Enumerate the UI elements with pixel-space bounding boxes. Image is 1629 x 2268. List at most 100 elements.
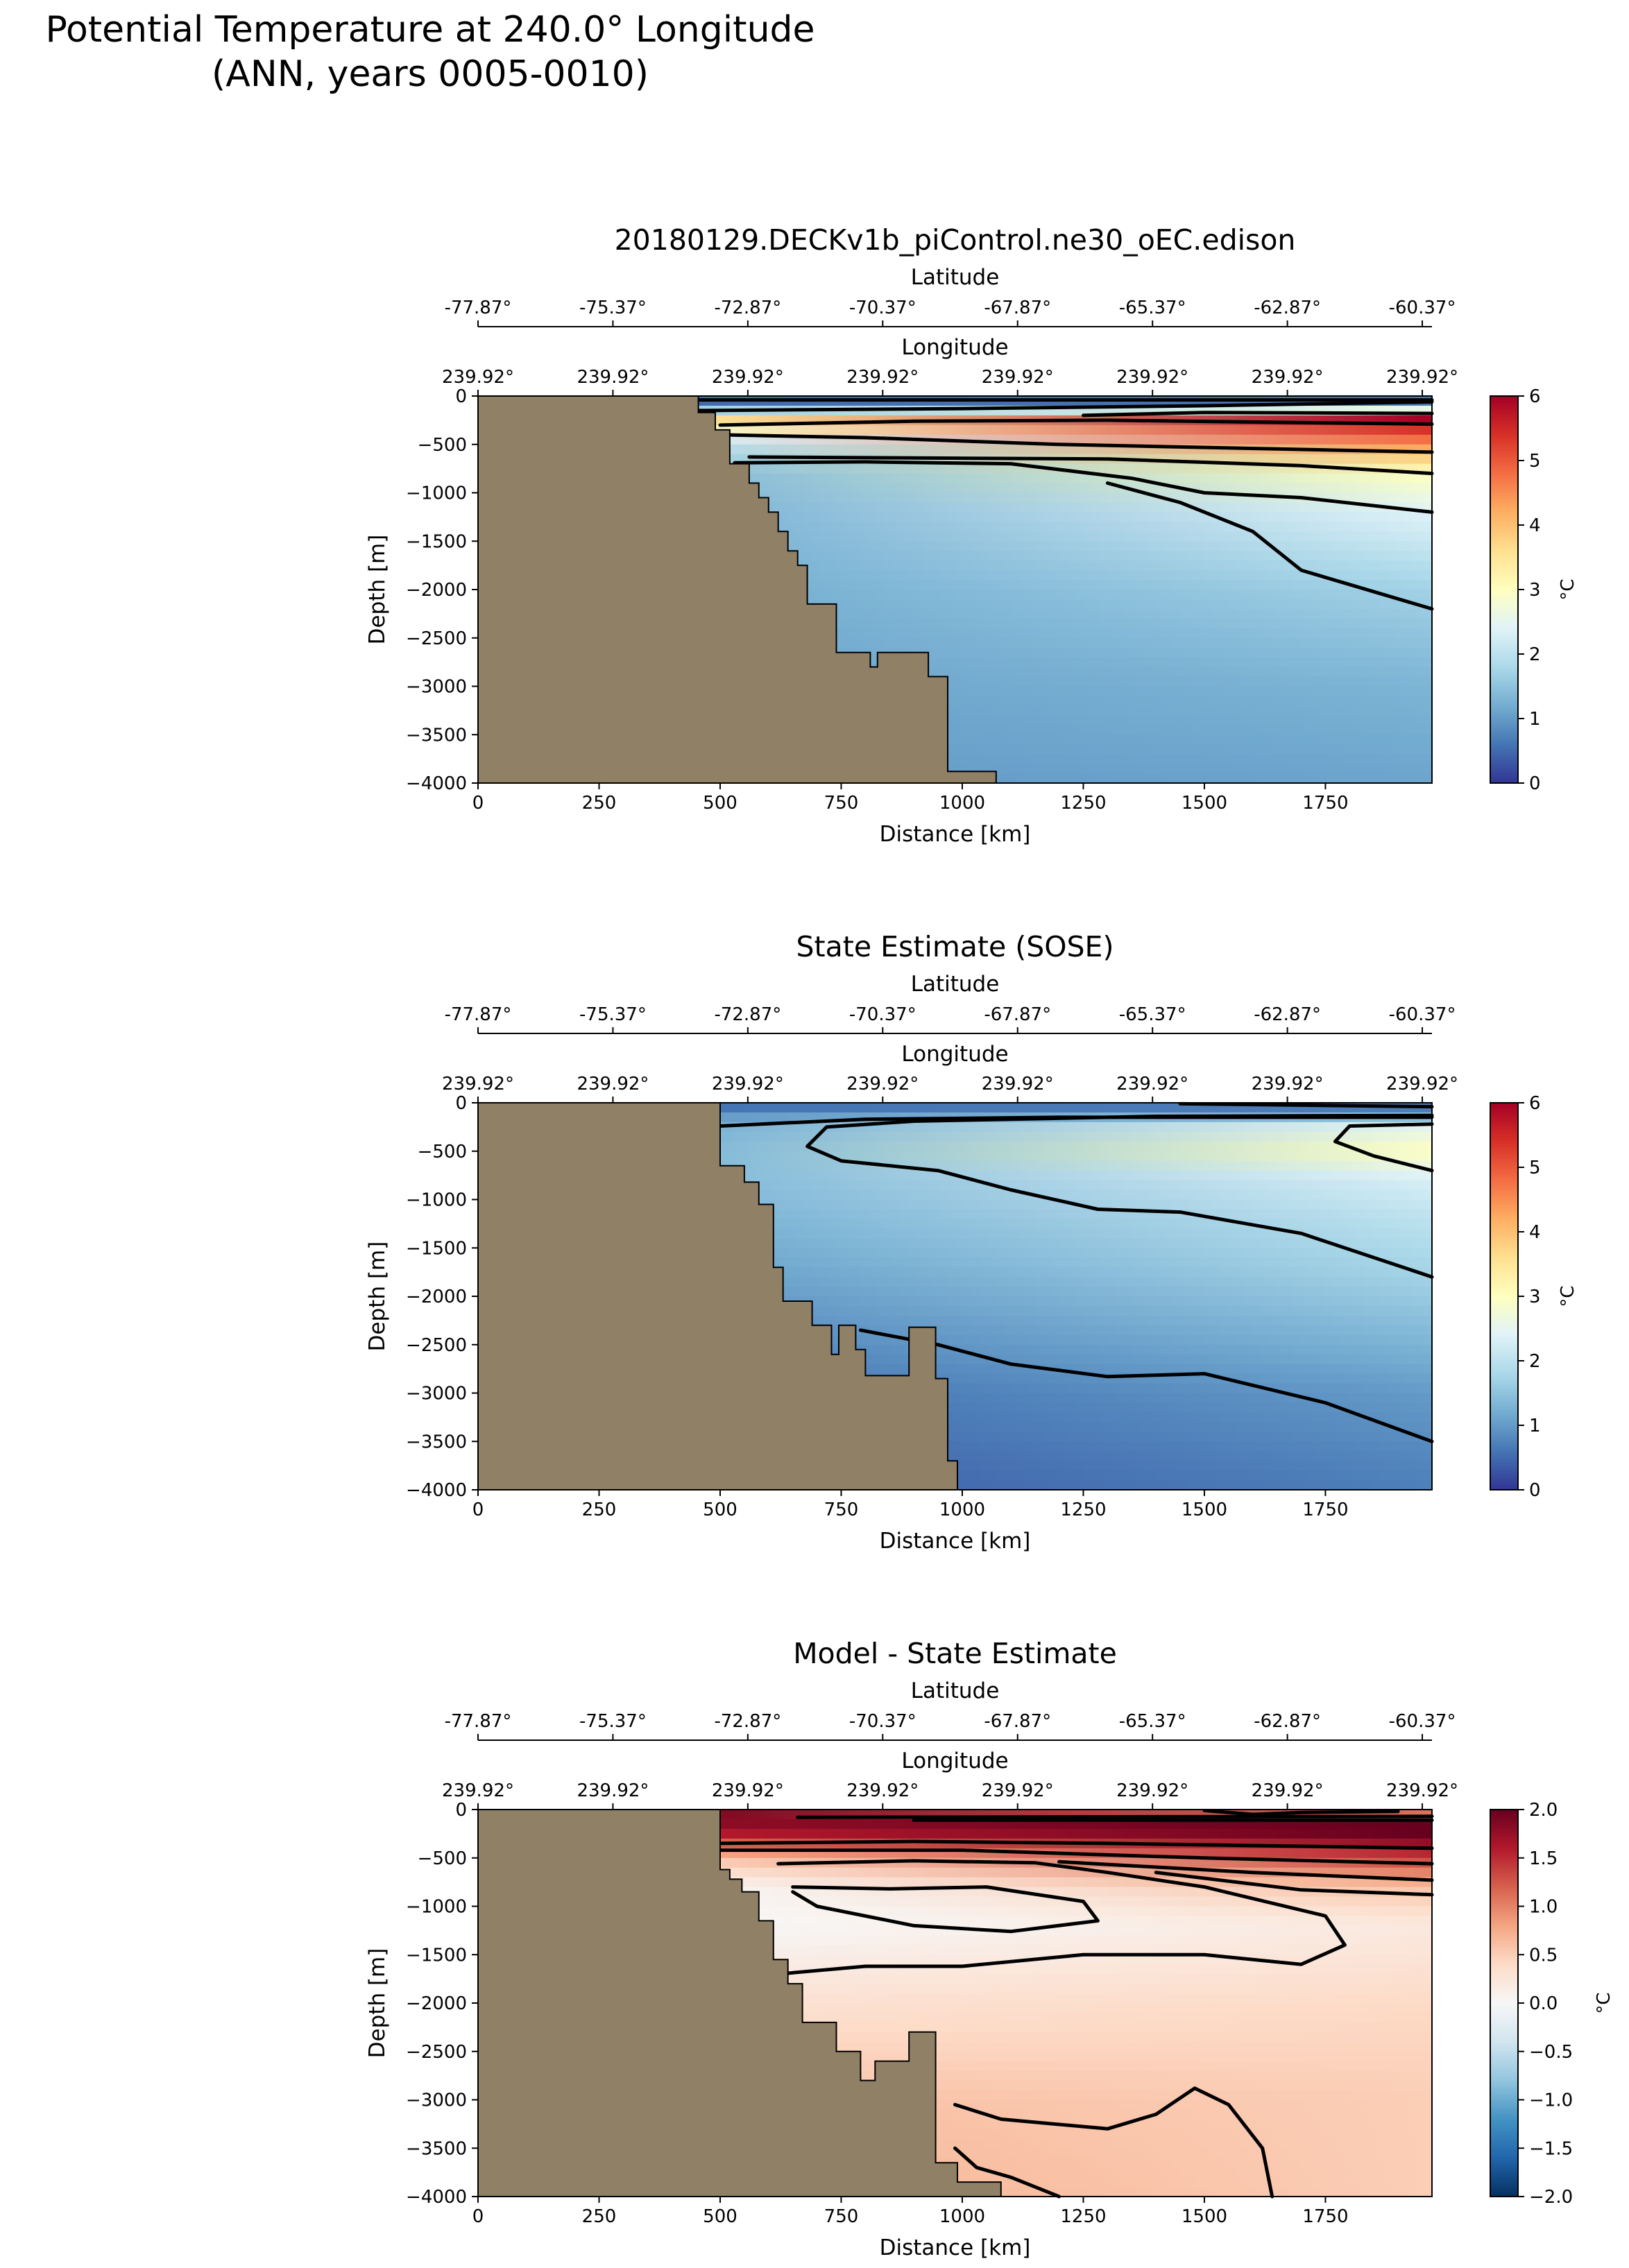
longitude-axis-label: Longitude [901,335,1008,360]
y-tick-label: −2500 [406,1335,467,1356]
colorbar-tick-label: 6 [1529,1093,1541,1114]
colorbar-tick-label: −1.5 [1529,2138,1573,2159]
field-strip [698,473,1432,484]
y-tick-label: −3000 [406,1384,467,1404]
field-strip [719,1935,1432,1945]
longitude-tick-label: 239.92° [1386,367,1458,388]
colorbar-tick-label: 4 [1529,515,1541,536]
y-tick-label: −3500 [406,2138,467,2159]
latitude-tick-label: -67.87° [984,1004,1051,1025]
colorbar [1490,395,1519,784]
latitude-tick-label: -65.37° [1119,1711,1186,1732]
latitude-axis-label: Latitude [911,265,1000,290]
colorbar-tick-label: 3 [1529,580,1541,601]
panel-2: State Estimate (SOSE) Latitude -77.87° -75.… [365,930,1578,1554]
field-strip [719,1131,1432,1142]
x-tick-label: 1250 [1060,2206,1106,2227]
x-tick-label: 750 [824,2206,859,2227]
longitude-tick-label: 239.92° [1116,1074,1188,1094]
field-strip [698,502,1432,513]
temperature-field [698,396,1432,784]
field-strip [719,1364,1432,1375]
field-strip [698,424,1432,436]
field-strip [719,1945,1432,1955]
contour-line [1105,481,1434,611]
field-strip [719,1984,1432,1994]
field-strip [719,2012,1432,2023]
field-strip [698,531,1432,542]
contour-line [805,1113,1434,1279]
y-tick-label: −1000 [406,1897,467,1918]
longitude-tick-label: 239.92° [846,1780,919,1801]
longitude-tick-label: 239.92° [1116,1780,1188,1801]
bathymetry [477,1809,1002,2197]
latitude-tick-label: -60.37° [1389,1711,1456,1732]
latitude-tick-label: -62.87° [1254,1004,1321,1025]
colorbar-tick-label: 1.5 [1529,1848,1558,1869]
x-axis-label: Distance [km] [880,2235,1031,2260]
y-tick-label: −500 [418,1142,467,1162]
latitude-tick-label: -75.37° [579,298,647,318]
latitude-tick-label: -72.87° [714,298,781,318]
longitude-tick-label: 239.92° [712,367,784,388]
colorbar-tick-label: 1 [1529,1416,1541,1436]
y-tick-label: −2000 [406,580,467,601]
field-strip [719,1228,1432,1239]
field-strip [719,1141,1432,1152]
contour-line [1202,1808,1400,1816]
x-tick-label: 1500 [1182,793,1227,814]
field-strip [719,1122,1432,1133]
colorbar-tick-label: 0 [1529,1480,1541,1501]
colorbar-label: °C [1558,578,1578,600]
contour-line [858,1328,1434,1443]
field-strip [698,637,1432,648]
field-strip [719,1180,1432,1191]
field-strip [698,541,1432,551]
contour-line [697,400,1434,413]
y-tick-label: −3500 [406,725,467,746]
bathymetry [477,1102,958,1490]
latitude-tick-label: -60.37° [1389,298,1456,318]
field-strip [698,608,1432,619]
latitude-tick-label: -77.87° [445,1711,512,1732]
latitude-axis-label: Latitude [911,972,1000,997]
contour-line [791,1885,1100,1934]
contour-line [718,1839,1434,1850]
field-strip [719,1974,1432,1984]
y-axis-label: Depth [m] [365,1242,390,1352]
colorbar-tick-label: −0.5 [1529,2042,1573,2063]
field-strip [719,1267,1432,1278]
field-strip [719,2031,1432,2043]
contour-line [733,460,1434,514]
field-strip [719,1219,1432,1229]
contour-line [953,2146,1061,2199]
x-tick-label: 0 [472,2206,484,2227]
field-strip [719,1170,1432,1181]
longitude-tick-label: 239.92° [442,1780,514,1801]
figure-title-line1: Potential Temperature at 240.0° Longitud… [45,9,814,51]
y-tick-label: −3500 [406,1432,467,1452]
x-tick-label: 250 [582,793,617,814]
field-strip [719,1877,1432,1888]
x-tick-label: 0 [472,793,484,814]
field-strip [719,1160,1432,1171]
y-tick-label: −1000 [406,1190,467,1211]
field-strip [698,590,1432,600]
field-strip [719,1248,1432,1258]
field-strip [698,512,1432,522]
longitude-tick-label: 239.92° [442,1074,514,1094]
latitude-tick-label: -72.87° [714,1711,781,1732]
longitude-tick-label: 239.92° [577,1780,649,1801]
field-strip [719,1209,1432,1219]
latitude-tick-label: -77.87° [445,1004,512,1025]
x-tick-label: 1750 [1302,793,1348,814]
x-tick-label: 1750 [1302,2206,1348,2227]
longitude-tick-label: 239.92° [846,367,919,388]
field-strip [719,1287,1432,1297]
contour-line [716,433,1434,454]
longitude-tick-label: 239.92° [1386,1074,1458,1094]
colorbar-tick-label: −2.0 [1529,2187,1573,2208]
x-tick-label: 1500 [1182,2206,1227,2227]
x-tick-label: 1000 [939,2206,985,2227]
colorbar-label: °C [1594,1992,1614,2013]
